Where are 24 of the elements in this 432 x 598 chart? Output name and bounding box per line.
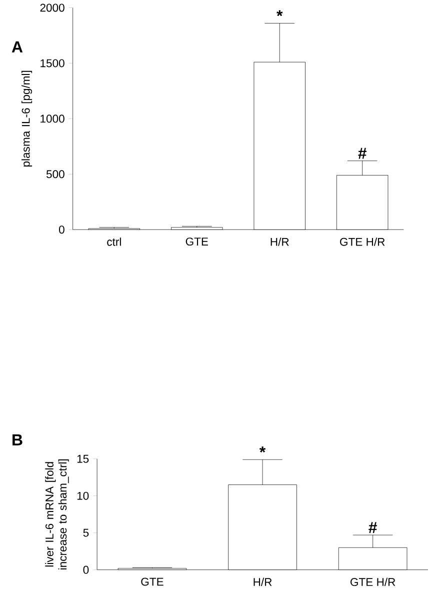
x-tick-label: GTE H/R xyxy=(340,238,384,246)
y-axis-title: liver IL-6 mRNA [fold increase to sham_ctrl] xyxy=(44,459,69,570)
x-tick-label: GTE xyxy=(140,578,164,586)
y-axis-title: plasma IL-6 [pg/ml] xyxy=(21,70,32,167)
annotation: # xyxy=(358,148,366,159)
y-tick-label: 5 xyxy=(83,528,88,537)
y-tick-label: 0 xyxy=(58,226,64,234)
annotation: * xyxy=(276,10,282,16)
y-tick-label: 500 xyxy=(46,170,64,178)
x-tick-label: ctrl xyxy=(106,238,121,246)
text: A xyxy=(12,41,22,52)
chart-title: B xyxy=(12,434,22,446)
y-tick-label: 1500 xyxy=(40,59,64,68)
y-tick-label: 0 xyxy=(83,566,88,574)
x-tick-label: GTE xyxy=(186,238,208,246)
y-tick-label: 10 xyxy=(77,492,88,500)
x-tick-label: H/R xyxy=(254,578,272,586)
y-tick-label: 2000 xyxy=(40,4,64,12)
y-tick-label: 1000 xyxy=(40,114,64,123)
annotation: # xyxy=(368,522,377,533)
annotation: * xyxy=(259,446,266,452)
y-tick-label: 15 xyxy=(77,454,88,463)
x-tick-label: H/R xyxy=(270,238,289,246)
x-tick-label: GTE H/R xyxy=(350,578,395,586)
